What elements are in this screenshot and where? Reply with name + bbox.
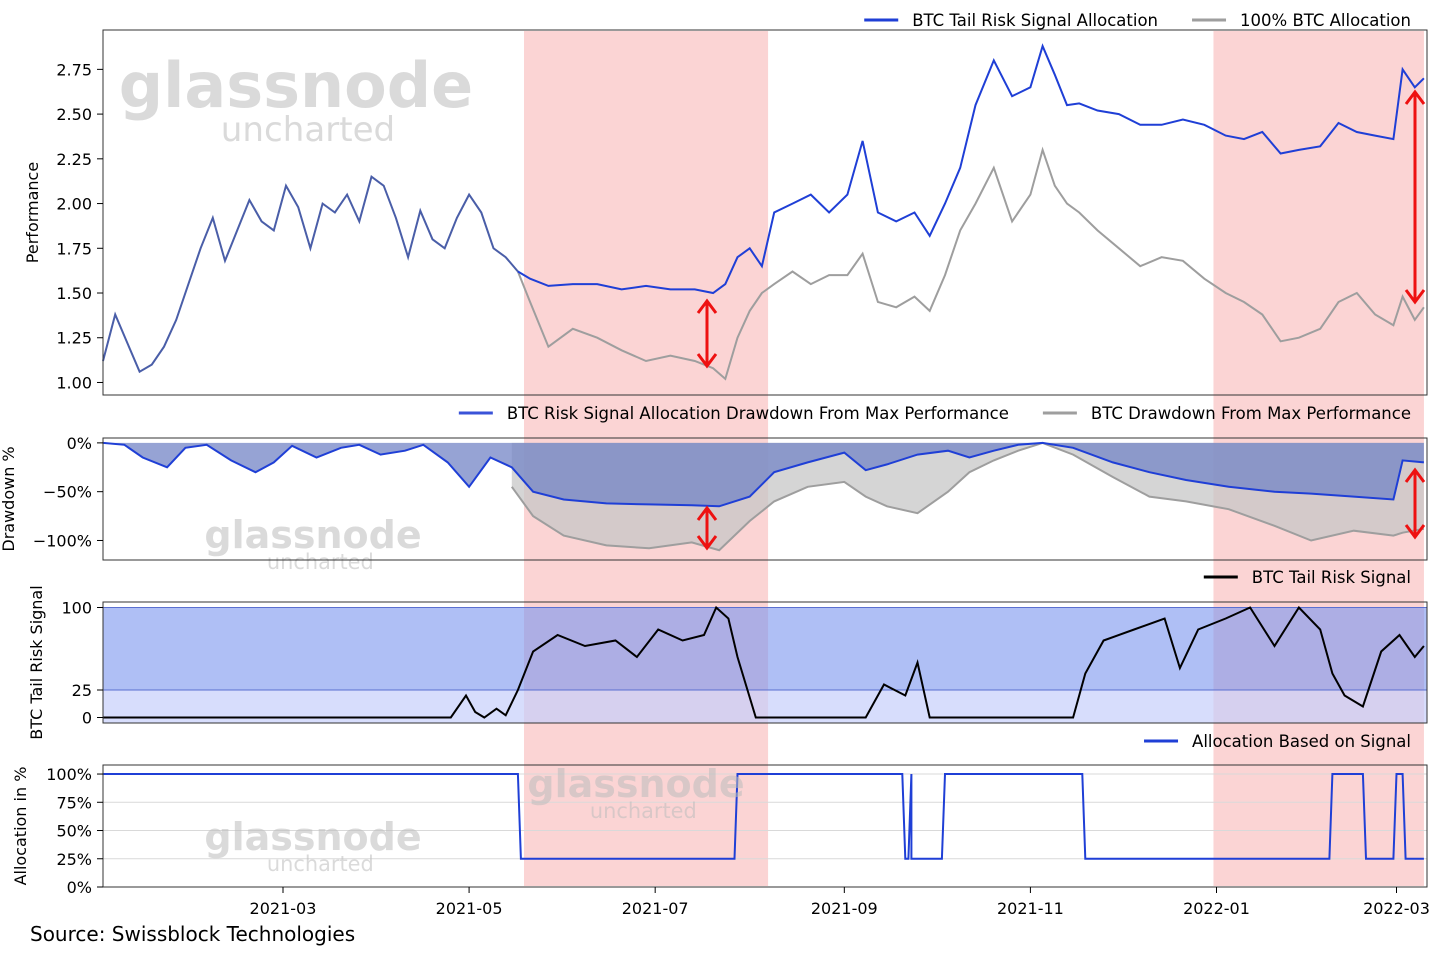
allocation-ytick-label-0: 0% <box>67 878 92 897</box>
performance-ytick-label-2: 1.50 <box>56 284 92 303</box>
performance-ytick-label-5: 2.25 <box>56 150 92 169</box>
performance-frame <box>102 29 1428 396</box>
arrow-head-down <box>1404 524 1426 540</box>
allocation-ytick-label-2: 50% <box>56 822 92 841</box>
allocation-ytick-label-4: 100% <box>46 765 92 784</box>
xtick-label-6: 2022-03 <box>1363 899 1430 918</box>
tail_risk-ytick-label-2: 100 <box>61 599 92 618</box>
tail-band-high <box>103 607 1427 690</box>
drawdown-legend-label-1: BTC Drawdown From Max Performance <box>1091 404 1411 423</box>
performance-ytick-label-3: 1.75 <box>56 239 92 258</box>
performance-legend-label-0: BTC Tail Risk Signal Allocation <box>912 11 1158 30</box>
arrow-head-down <box>696 353 718 369</box>
drawdown-ytick-label-1: −50% <box>43 483 92 502</box>
performance-ytick-label-4: 2.00 <box>56 195 92 214</box>
watermark-brand: glassnode <box>204 513 421 557</box>
xtick-label-3: 2021-09 <box>811 899 878 918</box>
performance-ytick-label-6: 2.50 <box>56 105 92 124</box>
drawdown-ylabel: Drawdown % <box>0 446 18 551</box>
watermark-brand: glassnode <box>527 762 744 806</box>
xtick-label-0: 2021-03 <box>250 899 317 918</box>
arrow-head-up <box>1404 89 1426 105</box>
series-line-overlap <box>102 175 519 374</box>
red-arrow-1 <box>1404 89 1426 305</box>
xtick-label-1: 2021-05 <box>436 899 503 918</box>
drawdown-ytick-label-0: 0% <box>67 434 92 453</box>
xtick-label-4: 2021-11 <box>997 899 1064 918</box>
red-arrow-3 <box>1404 467 1426 540</box>
watermark-sub: uncharted <box>267 550 374 574</box>
red-arrow-0 <box>696 298 718 369</box>
drawdown-line-btc <box>510 441 1425 552</box>
arrow-head-up <box>696 298 718 314</box>
drawdown-area-signal <box>103 442 1424 507</box>
drawdown-ytick-label-2: −100% <box>33 531 92 550</box>
tail_risk-ylabel: BTC Tail Risk Signal <box>27 585 46 739</box>
watermark-sub: uncharted <box>590 799 697 823</box>
allocation-line <box>103 773 1424 860</box>
drawdown-line-signal <box>102 441 1424 508</box>
allocation-ytick-label-1: 25% <box>56 850 92 869</box>
red-arrow-2 <box>696 505 718 551</box>
xtick-label-5: 2022-01 <box>1183 899 1250 918</box>
drawdown-frame <box>102 437 1428 561</box>
tail_risk-frame <box>102 601 1428 724</box>
tail_risk-ytick-label-0: 0 <box>82 709 92 728</box>
tail_risk-legend-label-0: BTC Tail Risk Signal <box>1252 568 1411 587</box>
drawdown-legend-label-0: BTC Risk Signal Allocation Drawdown From… <box>507 404 1009 423</box>
allocation-ytick-label-3: 75% <box>56 793 92 812</box>
tail-risk-signal-line <box>103 605 1425 719</box>
performance-legend-label-1: 100% BTC Allocation <box>1240 11 1411 30</box>
allocation-legend-label-0: Allocation Based on Signal <box>1192 732 1411 751</box>
series-line-signal-allocation <box>517 43 1425 295</box>
tail_risk-ytick-label-1: 25 <box>72 681 92 700</box>
arrow-head-down <box>1404 289 1426 305</box>
arrow-head-down <box>696 535 718 551</box>
watermark-sub: uncharted <box>267 852 374 876</box>
performance-ytick-label-1: 1.25 <box>56 329 92 348</box>
allocation-frame <box>102 764 1428 888</box>
performance-ytick-label-7: 2.75 <box>56 60 92 79</box>
xtick-label-2: 2021-07 <box>622 899 689 918</box>
allocation-ylabel: Allocation in % <box>11 767 30 886</box>
watermark-brand: glassnode <box>119 49 473 122</box>
watermark-sub: uncharted <box>221 110 395 150</box>
source-caption: Source: Swissblock Technologies <box>30 922 356 946</box>
arrow-head-up <box>1404 467 1426 483</box>
arrow-head-up <box>696 505 718 521</box>
watermark-brand: glassnode <box>204 815 421 859</box>
performance-ylabel: Performance <box>23 162 42 263</box>
performance-ytick-label-0: 1.00 <box>56 373 92 392</box>
